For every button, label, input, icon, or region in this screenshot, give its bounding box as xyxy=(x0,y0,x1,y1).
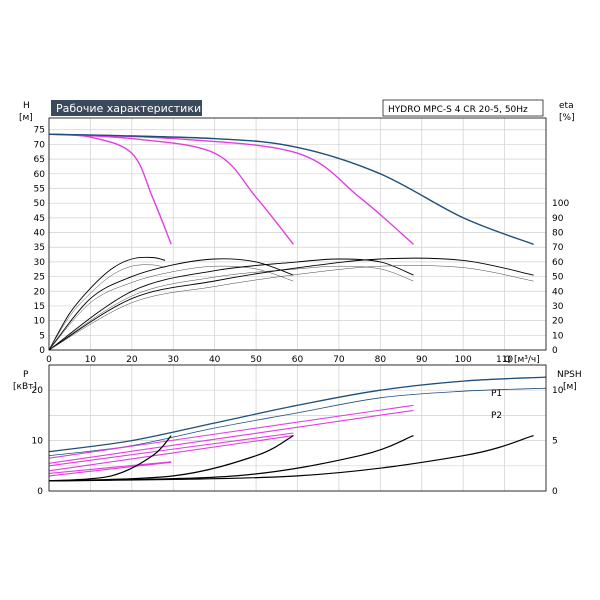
x-tick-label: 80 xyxy=(375,355,387,365)
y-right-tick-label: 0 xyxy=(552,346,558,356)
y-axis-label-h: H xyxy=(23,101,30,111)
y-right-tick-label: 90 xyxy=(552,214,564,224)
x-tick-label: 100 xyxy=(455,355,472,365)
head-curve-2-pumps xyxy=(48,133,294,245)
y-right-tick-label: 60 xyxy=(552,258,564,268)
y-right-tick-label: 80 xyxy=(552,229,564,239)
series-label-p2: P2 xyxy=(491,411,502,421)
y-left-tick-label: 15 xyxy=(34,302,45,312)
y-axis-unit-p: [кВт] xyxy=(13,382,37,392)
eta-curve-thin-2 xyxy=(48,265,294,351)
head-curve-1-pumps xyxy=(48,133,172,245)
power-curve-reduced-2 xyxy=(48,461,172,474)
y-left-tick-label-p: 20 xyxy=(32,386,44,396)
x-tick-label: 10 xyxy=(85,355,97,365)
x-tick-label: 20 xyxy=(126,355,138,365)
eta-curve-thin-1 xyxy=(48,264,166,351)
power-curve-reduced-1 xyxy=(48,461,172,477)
head-curve-3-pumps xyxy=(48,133,414,245)
y-axis-unit-eta: [%] xyxy=(559,113,575,123)
eta-curve-3 xyxy=(48,258,414,351)
y-left-tick-label-p: 10 xyxy=(32,437,44,447)
y-left-tick-label: 40 xyxy=(34,229,46,239)
y-right-tick-label: 40 xyxy=(552,287,564,297)
y-left-tick-label: 20 xyxy=(34,287,46,297)
title-bar xyxy=(51,100,202,116)
y-left-tick-label: 10 xyxy=(34,317,46,327)
y-right-tick-label: 70 xyxy=(552,243,564,253)
x-tick-label: 30 xyxy=(168,355,180,365)
eta-curve-2 xyxy=(48,258,294,351)
y-right-tick-label-npsh: 10 xyxy=(552,386,564,396)
y-left-tick-label: 70 xyxy=(34,140,46,150)
y-right-tick-label: 50 xyxy=(552,273,564,283)
power-curve-reduced-3 xyxy=(48,435,294,472)
y-axis-label-eta: eta xyxy=(559,101,574,111)
y-left-tick-label: 65 xyxy=(34,155,45,165)
y-left-tick-label: 35 xyxy=(34,243,45,253)
eta-curve-thin-4 xyxy=(48,265,534,351)
npsh-curve-1 xyxy=(48,435,172,482)
power-curve-p2 xyxy=(48,387,547,457)
y-left-tick-label: 50 xyxy=(34,199,46,209)
model-label: HYDRO MPC-S 4 CR 20-5, 50Hz xyxy=(388,105,528,115)
y-axis-label-p: P xyxy=(23,370,29,380)
eta-curve-1 xyxy=(48,256,166,351)
power-curve-reduced-6 xyxy=(48,404,414,459)
x-tick-label: 110 xyxy=(496,355,513,365)
y-left-tick-label: 30 xyxy=(34,258,46,268)
x-tick-label: 0 xyxy=(46,355,52,365)
x-tick-label: 60 xyxy=(292,355,304,365)
head-curve-4-pumps xyxy=(48,133,534,245)
y-right-tick-label-npsh: 0 xyxy=(552,487,558,497)
x-tick-label: 50 xyxy=(250,355,262,365)
chart-title: Рабочие характеристики xyxy=(56,102,201,115)
y-right-tick-label: 10 xyxy=(552,331,564,341)
power-curve-reduced-5 xyxy=(48,409,414,464)
y-left-tick-label: 60 xyxy=(34,170,46,180)
series-label-p1: P1 xyxy=(491,389,502,399)
y-left-tick-label: 25 xyxy=(34,273,45,283)
y-axis-label-npsh: NPSH xyxy=(557,370,582,380)
power-curve-reduced-4 xyxy=(48,432,294,467)
y-left-tick-label: 0 xyxy=(39,346,45,356)
y-left-tick-label: 75 xyxy=(34,126,45,136)
npsh-curve-4 xyxy=(48,435,534,482)
y-axis-unit-h: [м] xyxy=(19,113,33,123)
y-right-tick-label: 100 xyxy=(552,199,569,209)
model-label-box xyxy=(382,99,544,117)
y-left-tick-label-p: 0 xyxy=(37,487,43,497)
bottom-chart-frame xyxy=(48,364,547,492)
y-left-tick-label: 55 xyxy=(34,184,45,194)
y-left-tick-label: 5 xyxy=(39,331,45,341)
y-right-tick-label: 30 xyxy=(552,302,564,312)
power-curve-p1 xyxy=(48,376,547,453)
x-tick-label: 90 xyxy=(416,355,428,365)
y-left-tick-label: 45 xyxy=(34,214,45,224)
x-tick-label: 40 xyxy=(209,355,221,365)
x-tick-label: 70 xyxy=(333,355,345,365)
top-chart-frame xyxy=(48,117,547,351)
y-right-tick-label: 20 xyxy=(552,317,564,327)
y-right-tick-label-npsh: 5 xyxy=(552,437,558,447)
y-axis-unit-npsh: [м] xyxy=(563,382,577,392)
x-axis-label: Q [м³/ч] xyxy=(504,355,540,365)
eta-curve-4 xyxy=(48,257,534,351)
